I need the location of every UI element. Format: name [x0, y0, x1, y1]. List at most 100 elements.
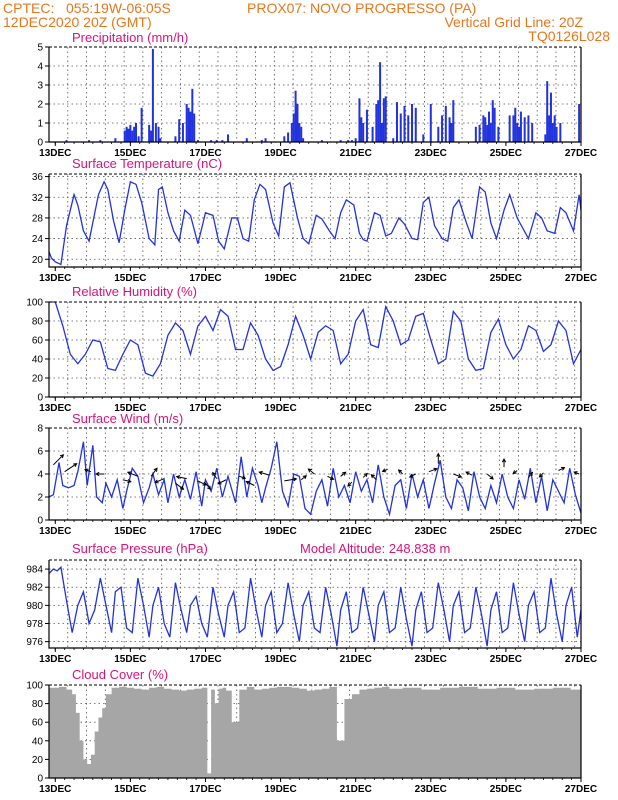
precip-bar [553, 115, 556, 142]
wind-vector [486, 473, 494, 480]
wind-vector-head [307, 468, 312, 473]
cloud-xtick-label: 17DEC [189, 784, 221, 795]
temp-ytick-label: 24 [32, 234, 44, 245]
precip-bar [215, 140, 218, 142]
wind-vector [217, 479, 227, 485]
cloud-bar [542, 688, 544, 778]
cloud-bar [287, 686, 289, 778]
pressure-xtick-label: 25DEC [490, 654, 522, 665]
pressure-xtick-label: 23DEC [415, 654, 447, 665]
cloud-bar [114, 687, 116, 778]
precip-bar [377, 100, 380, 142]
cloud-bar [265, 688, 267, 778]
precip-bar [114, 138, 117, 142]
precip-bar [384, 96, 387, 142]
cloud-bar [212, 689, 214, 778]
wind-vector-head [363, 472, 368, 477]
cloud-bar [355, 694, 357, 778]
wind-vector-head [538, 473, 543, 478]
precip-bar [358, 98, 361, 142]
wind-xtick-label: 27DEC [565, 526, 597, 537]
wind-ytick-label: 0 [37, 516, 43, 527]
cloud-bar [272, 687, 274, 778]
temp-xtick-label: 25DEC [490, 273, 522, 284]
temp-line [48, 180, 582, 266]
wind-vector-head [465, 471, 470, 476]
wind-vector [300, 475, 307, 481]
precip-bar [88, 140, 91, 142]
precip-bar [448, 117, 451, 142]
rh-title: Relative Humidity (%) [72, 284, 197, 299]
precip-bar [414, 107, 417, 142]
precip-bar [125, 126, 128, 142]
wind-vector [212, 472, 218, 479]
cloud-xtick-label: 25DEC [490, 784, 522, 795]
wind-xtick-label: 19DEC [264, 526, 296, 537]
pressure-xtick-label: 21DEC [340, 654, 372, 665]
wind-vector-head [302, 475, 308, 480]
precip-bar [474, 126, 477, 142]
wind-vector [465, 471, 473, 476]
precip-bar [148, 124, 151, 142]
cloud-bar [392, 688, 394, 778]
pressure-ytick-label: 980 [26, 601, 43, 612]
wind-vector-head [347, 482, 352, 487]
precip-ytick-label: 1 [37, 119, 43, 130]
wind-vector-head [457, 474, 463, 478]
wind-vector-head [202, 481, 207, 486]
temp-frame [48, 174, 582, 268]
grid-line-note: Vertical Grid Line: 20Z [444, 14, 583, 30]
cloud-title: Cloud Cover (%) [72, 667, 168, 682]
rh-xtick-label: 27DEC [565, 403, 597, 414]
precip-bar [516, 123, 519, 142]
precip-bar [350, 140, 353, 142]
precip-bar [174, 136, 177, 142]
cloud-xtick-label: 21DEC [340, 784, 372, 795]
precip-bar [523, 117, 526, 142]
temp-xtick-label: 15DEC [114, 273, 146, 284]
cloud-bar [103, 708, 105, 778]
cloud-bar [220, 688, 222, 778]
precip-xtick-label: 27DEC [565, 148, 597, 159]
wind-vector-head [175, 475, 181, 480]
wind-vector [259, 471, 270, 476]
cloud-bar [197, 688, 199, 778]
wind-vector [528, 472, 533, 478]
wind-vector [558, 467, 565, 471]
wind-vector-head [73, 463, 78, 468]
precip-frame [48, 47, 582, 143]
wind-vector-head [127, 479, 132, 484]
wind-ytick-label: 4 [37, 470, 43, 481]
temp-xtick-label: 13DEC [39, 273, 71, 284]
precip-bar [196, 140, 199, 142]
cloud-bar [561, 687, 563, 778]
precip-xtick-label: 23DEC [415, 148, 447, 159]
precip-ytick-label: 3 [37, 81, 43, 92]
precip-bar [493, 107, 496, 142]
precip-bar [422, 134, 425, 142]
precip-bar [302, 138, 305, 142]
wind-vector [327, 475, 334, 480]
cloud-bar [317, 689, 319, 778]
precip-xtick-label: 21DEC [340, 148, 372, 159]
precip-bar [150, 130, 153, 142]
rh-ytick-label: 100 [26, 298, 43, 309]
precip-bar [411, 104, 414, 142]
precip-bar [292, 113, 295, 142]
precip-bar [514, 107, 517, 142]
precip-bar [129, 124, 132, 142]
rh-xtick-label: 21DEC [340, 403, 372, 414]
precip-bar [527, 115, 530, 142]
precip-ytick-label: 5 [37, 43, 43, 54]
cloud-bar [54, 687, 56, 778]
wind-vector-head [154, 479, 159, 484]
precip-bar [518, 126, 521, 142]
precip-bar [137, 136, 140, 142]
precip-bar [360, 117, 363, 142]
precip-bar [65, 140, 68, 142]
pressure-title: Surface Pressure (hPa) [72, 541, 208, 556]
precip-bar [407, 115, 410, 142]
precip-bar [191, 88, 194, 142]
precip-bar [354, 138, 357, 142]
cloud-bar [182, 690, 184, 778]
